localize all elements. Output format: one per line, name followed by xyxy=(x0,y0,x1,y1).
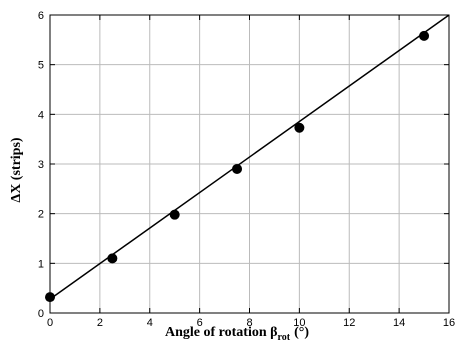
x-axis-title: Angle of rotation βrot (°) xyxy=(165,325,309,343)
y-ticks: 0 1 2 3 4 5 6 xyxy=(38,10,449,320)
y-tick-label: 1 xyxy=(38,258,44,270)
x-axis-title-main: Angle of rotation β xyxy=(165,325,278,340)
y-tick-label: 6 xyxy=(38,10,44,22)
y-axis-title: ΔX (strips) xyxy=(9,137,24,202)
data-point xyxy=(107,253,118,264)
fit-line-layer xyxy=(49,14,450,300)
x-axis-title-subscript: rot xyxy=(278,332,291,343)
x-tick-label: 4 xyxy=(147,317,153,329)
y-tick-label: 2 xyxy=(38,209,44,221)
fit-line xyxy=(49,14,450,300)
data-points xyxy=(45,30,430,303)
y-tick-label: 5 xyxy=(38,60,44,72)
x-ticks: 0 2 4 6 8 10 12 14 16 xyxy=(47,15,455,329)
x-tick-label: 0 xyxy=(47,317,53,329)
y-tick-label: 3 xyxy=(38,159,44,171)
x-tick-label: 8 xyxy=(246,317,252,329)
grid xyxy=(50,15,449,313)
x-tick-label: 2 xyxy=(97,317,103,329)
x-tick-label: 12 xyxy=(343,317,355,329)
y-tick-label: 0 xyxy=(38,308,44,320)
y-tick-label: 4 xyxy=(38,109,44,121)
data-point xyxy=(419,30,430,41)
x-axis-title-unit: (°) xyxy=(294,325,309,340)
x-tick-label: 6 xyxy=(197,317,203,329)
x-tick-label: 10 xyxy=(293,317,305,329)
data-point xyxy=(169,209,180,220)
data-point xyxy=(294,122,305,133)
x-tick-label: 14 xyxy=(393,317,405,329)
data-point xyxy=(232,163,243,174)
x-tick-label: 16 xyxy=(443,317,455,329)
